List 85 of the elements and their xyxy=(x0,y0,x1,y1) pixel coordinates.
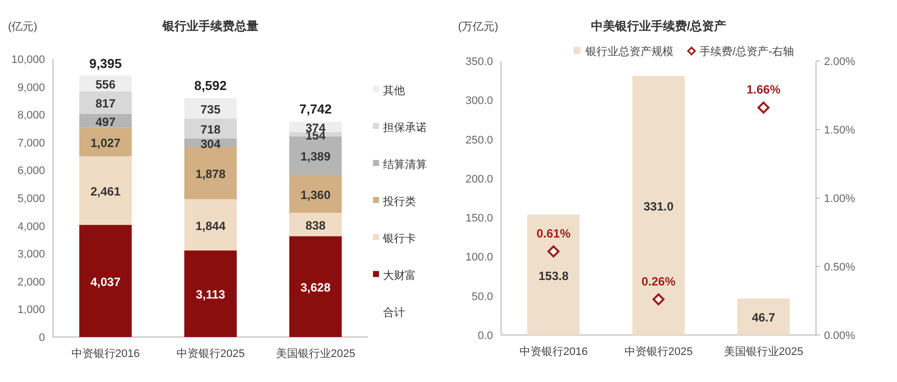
point xyxy=(758,102,770,114)
data-label: 46.7 xyxy=(752,310,776,325)
bar xyxy=(79,128,132,156)
y-tick-label: 8,000 xyxy=(17,110,45,122)
data-label: 3,628 xyxy=(300,280,331,295)
data-label: 556 xyxy=(95,78,116,92)
chart-title: 中美银行业手续费/总资产 xyxy=(590,19,726,33)
bar xyxy=(289,175,342,213)
legend-label: 银行业总资产规模 xyxy=(584,45,674,58)
point xyxy=(548,245,560,258)
total-label: 9,395 xyxy=(89,56,122,71)
legend-label: 银行卡 xyxy=(382,232,416,245)
data-label: 1,878 xyxy=(195,167,226,182)
y-tick-label: 200.0 xyxy=(465,173,493,186)
y-tick-label: 0 xyxy=(38,332,45,344)
y-tick-label: 3,000 xyxy=(17,248,45,261)
y-tick-label: 350.0 xyxy=(465,56,493,68)
x-tick-label: 美国银行业2025 xyxy=(724,345,804,358)
data-label: 1,027 xyxy=(90,136,121,150)
y-tick-label: 9,000 xyxy=(17,82,45,94)
bar xyxy=(79,91,132,114)
data-label: 0.26% xyxy=(641,274,676,288)
y2-tick-label: 0.00% xyxy=(824,330,856,342)
y-tick-label: 50.0 xyxy=(472,290,493,303)
data-label: 1.66% xyxy=(746,82,781,97)
y-tick-label: 150.0 xyxy=(465,212,493,225)
y-tick-label: 6,000 xyxy=(17,165,45,178)
data-label: 1,844 xyxy=(195,218,226,233)
x-tick-label: 中资银行2025 xyxy=(624,345,693,358)
y-tick-label: 10,000 xyxy=(11,54,45,66)
legend-label: 其他 xyxy=(383,84,405,97)
legend-label: 结算清算 xyxy=(383,158,427,171)
total-label: 7,742 xyxy=(299,102,332,117)
y-tick-label: 300.0 xyxy=(465,95,493,108)
x-tick-label: 美国银行业2025 xyxy=(276,347,356,360)
bar xyxy=(184,199,237,250)
bar xyxy=(79,224,132,337)
bar xyxy=(632,76,685,335)
data-label: 735 xyxy=(200,102,221,116)
text: 合计 xyxy=(383,306,405,319)
bar xyxy=(184,118,237,139)
y-tick-label: 0.0 xyxy=(478,330,493,342)
y2-tick-label: 0.50% xyxy=(824,262,856,274)
data-label: 1,360 xyxy=(300,188,331,202)
y2-tick-label: 2.00% xyxy=(824,56,856,68)
bar xyxy=(184,250,237,337)
bar xyxy=(527,214,580,335)
x-tick-label: 中资银行2025 xyxy=(176,347,245,360)
total-label: 8,592 xyxy=(194,78,227,94)
y-tick-label: 4,000 xyxy=(17,220,45,233)
bar xyxy=(184,98,237,119)
y-axis-title: (亿元) xyxy=(8,21,38,33)
x-tick-label: 中资银行2016 xyxy=(519,345,588,358)
legend-label: 担保承诺 xyxy=(383,121,427,134)
y2-tick-label: 1.50% xyxy=(824,124,856,136)
data-label: 2,461 xyxy=(90,184,121,199)
x-tick-label: 中资银行2016 xyxy=(71,347,140,360)
y-tick-label: 7,000 xyxy=(17,137,45,150)
y-tick-label: 100.0 xyxy=(465,252,493,264)
y-axis-title: (万亿元) xyxy=(458,21,498,33)
legend-label: 大财富 xyxy=(383,269,416,282)
data-label: 3,113 xyxy=(196,288,226,302)
data-label: 153.8 xyxy=(538,268,569,283)
y-tick-label: 5,000 xyxy=(17,193,45,205)
data-label: 331.0 xyxy=(643,199,674,214)
legend-label: 手续费/总资产-右轴 xyxy=(700,45,794,58)
legend-label: 投行类 xyxy=(382,195,416,208)
y-tick-label: 2,000 xyxy=(17,276,45,288)
point xyxy=(652,293,664,306)
bar xyxy=(737,298,790,335)
data-label: 1,389 xyxy=(300,150,331,164)
data-label: 838 xyxy=(305,218,326,232)
data-label: 0.61% xyxy=(536,226,571,240)
y-tick-label: 1,000 xyxy=(17,304,45,316)
data-label: 718 xyxy=(200,122,221,137)
bar xyxy=(184,146,237,200)
y2-tick-label: 1.00% xyxy=(824,193,856,205)
data-label: 817 xyxy=(95,96,116,111)
data-label: 304 xyxy=(200,136,221,151)
data-label: 4,037 xyxy=(90,274,121,289)
bar xyxy=(289,236,342,337)
chart-title: 银行业手续费总量 xyxy=(162,19,258,33)
bar xyxy=(79,156,132,225)
y-tick-label: 250.0 xyxy=(465,134,493,146)
data-label: 497 xyxy=(95,114,116,129)
